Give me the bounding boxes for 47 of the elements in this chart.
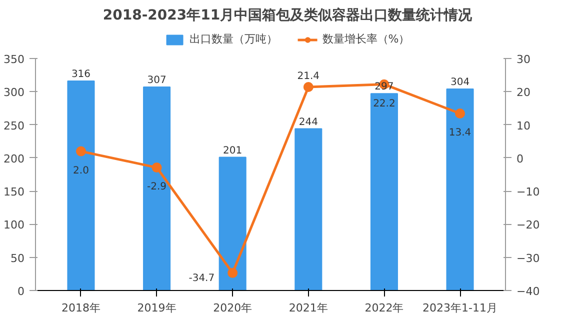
- y-tick-label: 100: [4, 218, 25, 232]
- y-tick-label: 200: [4, 152, 25, 166]
- y-tick-label: 150: [4, 186, 25, 199]
- bar: [370, 93, 398, 290]
- y2-tick-label: 0: [516, 152, 524, 166]
- y2-tick-label: −40: [516, 285, 540, 298]
- y2-tick-label: −30: [516, 252, 540, 265]
- data-label: 307: [147, 75, 166, 86]
- chart-title: 2018-2023年11月中国箱包及类似容器出口数量统计情况: [102, 6, 474, 24]
- data-label: 21.4: [297, 71, 320, 82]
- data-label: 244: [298, 116, 318, 128]
- bar: [446, 88, 474, 290]
- y2-tick-label: −10: [516, 186, 540, 199]
- data-label: 13.4: [448, 128, 472, 139]
- bar: [67, 80, 95, 290]
- point: [228, 268, 238, 278]
- bar: [218, 156, 246, 290]
- data-label: 22.2: [373, 98, 396, 110]
- data-label: 201: [223, 145, 242, 156]
- data-label: 316: [71, 69, 91, 80]
- bar: [143, 86, 171, 290]
- data-label: -34.7: [188, 272, 215, 284]
- x-tick-label: 2022年: [364, 302, 404, 314]
- y2-tick-label: 10: [516, 119, 530, 132]
- y2-tick-label: −20: [516, 218, 540, 232]
- y-tick-label: 0: [18, 285, 24, 298]
- y2-tick-label: 30: [516, 53, 530, 66]
- x-tick-label: 2021年: [288, 302, 328, 314]
- data-label: 2.0: [73, 165, 89, 176]
- legend-label: 数量增长率（%）: [322, 32, 410, 46]
- legend-label: 出口数量（万吨）: [189, 32, 278, 46]
- y-tick-label: 50: [10, 252, 25, 265]
- point: [76, 146, 86, 156]
- x-tick-label: 2018年: [61, 302, 100, 314]
- bar: [294, 128, 322, 290]
- y-tick-label: 350: [4, 53, 25, 66]
- point: [152, 162, 162, 173]
- point: [303, 82, 314, 92]
- x-tick-label: 2020年: [213, 302, 252, 314]
- x-tick-label: 2019年: [137, 302, 176, 314]
- y-tick-label: 250: [4, 119, 25, 132]
- point: [455, 108, 466, 119]
- y-tick-label: 300: [4, 86, 25, 100]
- data-label: 304: [450, 76, 470, 88]
- data-label: -2.9: [147, 182, 167, 193]
- y2-tick-label: 20: [516, 86, 530, 100]
- x-tick-label: 2023年1-11月: [422, 302, 498, 314]
